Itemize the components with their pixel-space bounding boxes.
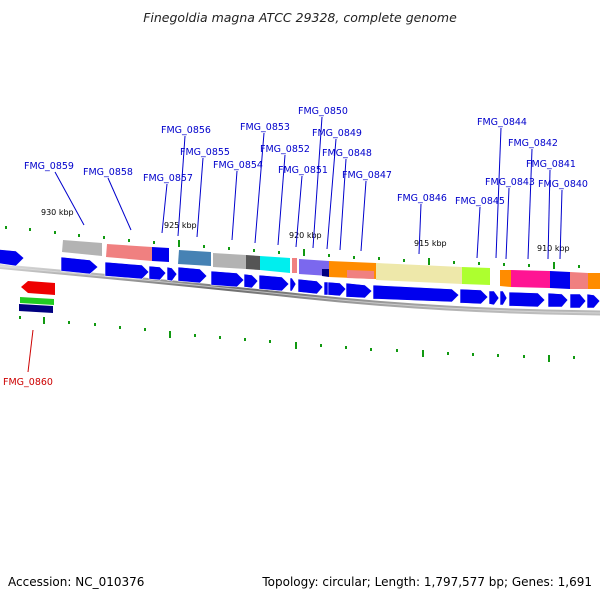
track-block-salmon-3 <box>570 272 588 289</box>
label-leader-lines <box>54 116 563 260</box>
gene-arrow[interactable] <box>289 277 297 292</box>
track-block-navy <box>322 269 329 277</box>
track-block-salmon <box>106 244 152 261</box>
gene-arrow[interactable] <box>297 278 324 295</box>
track-block-orange-3 <box>588 273 600 289</box>
gene-arrow[interactable] <box>345 282 373 299</box>
map-title: Finegoldia magna ATCC 29328, complete ge… <box>143 10 457 25</box>
scale-label-915: 915 kbp <box>414 239 447 248</box>
gene-label-fmg-0851[interactable]: FMG_0851 <box>278 165 328 176</box>
gene-arrow[interactable] <box>547 292 569 308</box>
track-block-pink <box>292 258 297 273</box>
track-block-salmon-2 <box>347 270 374 279</box>
track-block-steelblue <box>178 250 211 266</box>
gene-label-fmg-0853[interactable]: FMG_0853 <box>240 122 290 133</box>
track-block-blue <box>152 247 169 262</box>
gene-label-fmg-0844[interactable]: FMG_0844 <box>477 117 527 128</box>
gene-arrow[interactable] <box>177 266 208 284</box>
leader-fmg-0860 <box>27 329 34 373</box>
gene-arrow[interactable] <box>459 288 489 305</box>
gene-label-fmg-0849[interactable]: FMG_0849 <box>312 128 362 139</box>
gene-label-fmg-0855[interactable]: FMG_0855 <box>180 147 230 158</box>
track-block-cyan <box>260 256 290 273</box>
track-block-magenta <box>511 270 550 288</box>
track-block-lime <box>462 267 490 285</box>
gene-label-fmg-0859[interactable]: FMG_0859 <box>24 161 74 172</box>
gene-label-fmg-0858[interactable]: FMG_0858 <box>83 167 133 178</box>
track-block-blue-2 <box>550 271 570 289</box>
track-block-orange-2 <box>500 270 511 287</box>
gene-arrow[interactable] <box>166 266 178 282</box>
gene-arrow[interactable] <box>148 265 167 281</box>
scale-label-920: 920 kbp <box>289 231 322 240</box>
gene-arrow[interactable] <box>210 270 245 288</box>
gene-arrow[interactable] <box>258 274 290 292</box>
gene-arrow[interactable] <box>243 273 259 289</box>
track-block-green <box>20 297 54 305</box>
track-block-darkgray <box>246 255 260 270</box>
gene-arrow[interactable] <box>569 293 587 309</box>
gene-arrow[interactable] <box>104 261 150 280</box>
track-block-purple <box>299 259 329 276</box>
gene-label-fmg-0842[interactable]: FMG_0842 <box>508 138 558 149</box>
accession-text: Accession: NC_010376 <box>8 575 144 589</box>
gene-arrow[interactable] <box>0 249 25 267</box>
gene-arrow[interactable] <box>327 281 347 297</box>
gene-label-fmg-0857[interactable]: FMG_0857 <box>143 173 193 184</box>
gene-label-fmg-0850[interactable]: FMG_0850 <box>298 106 348 117</box>
gene-label-fmg-0845[interactable]: FMG_0845 <box>455 196 505 207</box>
track-block-navy-2 <box>19 304 53 313</box>
highlight-gene-group: FMG_0860 <box>3 281 55 388</box>
inner-scale-ticks <box>19 316 575 362</box>
annotation-track <box>62 240 600 289</box>
gene-label-fmg-0843[interactable]: FMG_0843 <box>485 177 535 188</box>
gene-label-fmg-0846[interactable]: FMG_0846 <box>397 193 447 204</box>
track-block-gray <box>62 240 102 256</box>
gene-label-fmg-0840[interactable]: FMG_0840 <box>538 179 588 190</box>
genome-stats-text: Topology: circular; Length: 1,797,577 bp… <box>261 575 592 589</box>
scale-label-930: 930 kbp <box>41 208 74 217</box>
gene-label-fmg-0852[interactable]: FMG_0852 <box>260 144 310 155</box>
track-block-gray-2 <box>213 253 246 269</box>
gene-label-fmg-0860[interactable]: FMG_0860 <box>3 377 53 388</box>
gene-label-fmg-0841[interactable]: FMG_0841 <box>526 159 576 170</box>
gene-label-fmg-0847[interactable]: FMG_0847 <box>342 170 392 181</box>
gene-arrow[interactable] <box>499 290 508 306</box>
gene-arrow[interactable] <box>508 291 546 308</box>
outer-scale-ticks <box>5 226 580 269</box>
gene-arrow[interactable] <box>372 284 460 303</box>
gene-arrow-fmg-0860[interactable] <box>21 281 55 295</box>
track-block-khaki <box>376 263 462 284</box>
gene-arrow[interactable] <box>488 290 500 306</box>
gene-label-fmg-0854[interactable]: FMG_0854 <box>213 160 263 171</box>
gene-labels: FMG_0859 FMG_0858 FMG_0857 FMG_0856 FMG_… <box>24 106 588 207</box>
gene-arrow[interactable] <box>60 256 99 275</box>
scale-label-910: 910 kbp <box>537 244 570 253</box>
scale-label-925: 925 kbp <box>164 221 197 230</box>
genome-backbone-highlight <box>0 265 600 314</box>
gene-label-fmg-0856[interactable]: FMG_0856 <box>161 125 211 136</box>
gene-arrow[interactable] <box>586 293 600 309</box>
gene-arrows <box>0 249 600 309</box>
gene-label-fmg-0848[interactable]: FMG_0848 <box>322 148 372 159</box>
